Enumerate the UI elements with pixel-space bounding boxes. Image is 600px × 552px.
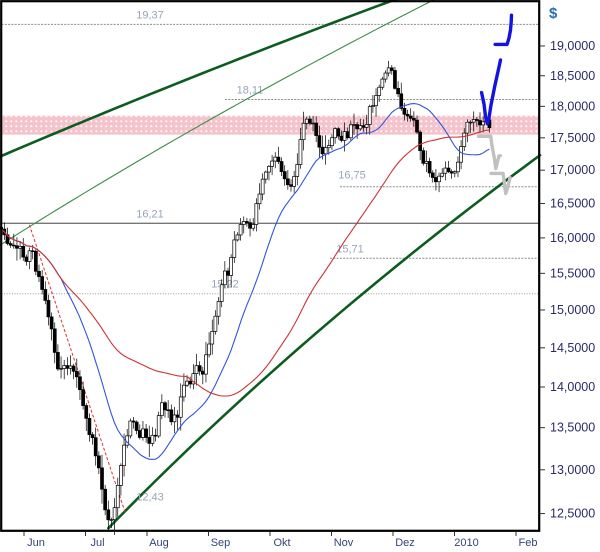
svg-text:Jun: Jun — [27, 537, 45, 549]
svg-text:16,75: 16,75 — [338, 170, 366, 182]
svg-text:2010: 2010 — [454, 537, 478, 549]
svg-text:Aug: Aug — [149, 537, 169, 549]
svg-text:13,0000: 13,0000 — [550, 463, 595, 477]
svg-text:16,5000: 16,5000 — [550, 197, 595, 211]
svg-text:Nov: Nov — [334, 537, 354, 549]
svg-text:14,5000: 14,5000 — [550, 341, 595, 355]
svg-text:13,5000: 13,5000 — [550, 421, 595, 435]
svg-text:Okt: Okt — [273, 537, 290, 549]
svg-text:19,37: 19,37 — [136, 9, 164, 21]
svg-text:15,71: 15,71 — [336, 243, 364, 255]
svg-text:12,43: 12,43 — [136, 491, 164, 503]
svg-text:14,0000: 14,0000 — [550, 380, 595, 394]
svg-text:Feb: Feb — [519, 537, 538, 549]
svg-text:18,0000: 18,0000 — [550, 99, 595, 113]
svg-text:$: $ — [549, 5, 558, 22]
svg-text:15,5000: 15,5000 — [550, 266, 595, 280]
svg-text:18,11: 18,11 — [237, 85, 264, 97]
svg-text:15,0000: 15,0000 — [550, 303, 595, 317]
svg-text:16,0000: 16,0000 — [550, 231, 595, 245]
svg-text:16,21: 16,21 — [136, 208, 164, 220]
svg-text:12,5000: 12,5000 — [550, 507, 595, 521]
svg-text:Dez: Dez — [395, 537, 415, 549]
svg-text:17,0000: 17,0000 — [550, 163, 595, 177]
svg-text:Jul: Jul — [90, 537, 104, 549]
svg-text:Sep: Sep — [211, 537, 231, 549]
svg-text:19,0000: 19,0000 — [550, 39, 595, 53]
svg-text:18,5000: 18,5000 — [550, 69, 595, 83]
svg-text:17,5000: 17,5000 — [550, 131, 595, 145]
